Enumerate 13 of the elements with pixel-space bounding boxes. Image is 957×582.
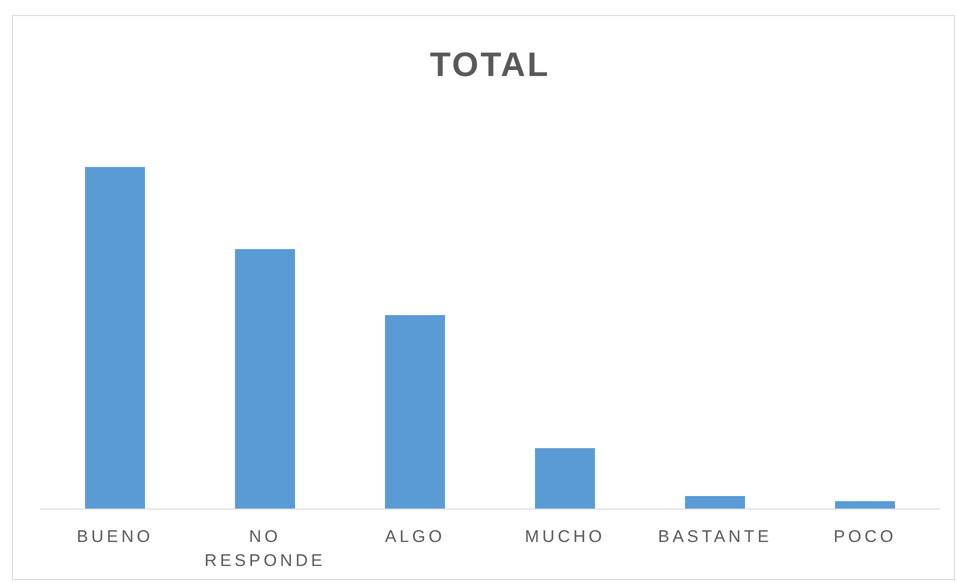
x-tick-label: NO RESPONDE xyxy=(204,527,326,570)
bar xyxy=(85,167,145,509)
x-tick-label: ALGO xyxy=(384,527,446,546)
bar xyxy=(385,315,445,509)
x-tick-label: BASTANTE xyxy=(658,527,772,546)
x-tick-label: BUENO xyxy=(76,527,154,546)
bar xyxy=(685,496,745,509)
x-tick-label: POCO xyxy=(834,527,896,546)
bar xyxy=(535,448,595,509)
bar xyxy=(235,249,295,509)
chart-title: TOTAL xyxy=(430,46,550,84)
x-tick-label: MUCHO xyxy=(524,527,606,546)
bar xyxy=(835,501,895,509)
